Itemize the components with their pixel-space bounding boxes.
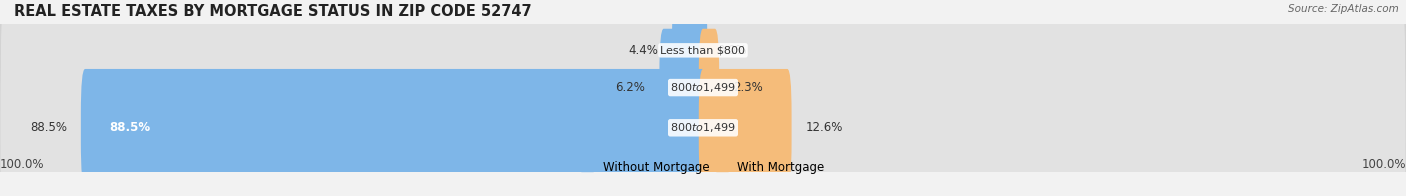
Text: 88.5%: 88.5%	[110, 121, 150, 134]
Text: $800 to $1,499: $800 to $1,499	[671, 81, 735, 94]
Text: $800 to $1,499: $800 to $1,499	[671, 121, 735, 134]
FancyBboxPatch shape	[659, 29, 707, 146]
Text: Less than $800: Less than $800	[661, 45, 745, 55]
Text: 2.3%: 2.3%	[734, 81, 763, 94]
FancyBboxPatch shape	[82, 69, 707, 187]
Text: 12.6%: 12.6%	[806, 121, 844, 134]
Legend: Without Mortgage, With Mortgage: Without Mortgage, With Mortgage	[581, 161, 825, 174]
Text: 100.0%: 100.0%	[0, 158, 45, 171]
Text: REAL ESTATE TAXES BY MORTGAGE STATUS IN ZIP CODE 52747: REAL ESTATE TAXES BY MORTGAGE STATUS IN …	[14, 4, 531, 19]
Text: 6.2%: 6.2%	[616, 81, 645, 94]
Text: 88.5%: 88.5%	[30, 121, 67, 134]
Text: Source: ZipAtlas.com: Source: ZipAtlas.com	[1288, 4, 1399, 14]
FancyBboxPatch shape	[672, 0, 707, 109]
Text: 0.0%: 0.0%	[717, 44, 747, 57]
Text: 100.0%: 100.0%	[1361, 158, 1406, 171]
FancyBboxPatch shape	[699, 29, 720, 146]
Text: 4.4%: 4.4%	[628, 44, 658, 57]
FancyBboxPatch shape	[699, 69, 792, 187]
